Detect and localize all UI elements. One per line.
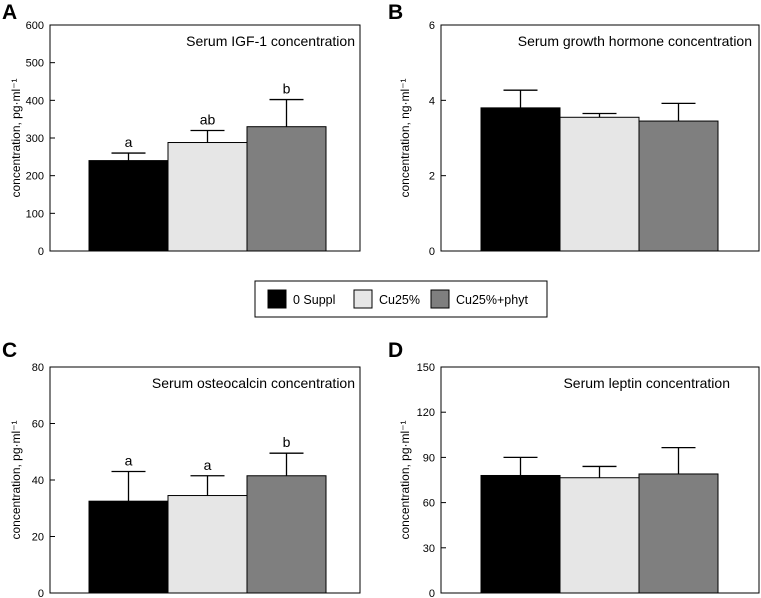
- y-tick-label: 40: [32, 475, 44, 487]
- legend-swatch-cu25: [353, 289, 373, 309]
- bar-0-suppl: [480, 474, 561, 594]
- panel-b-growth-hormone: B Serum growth hormone concentration con…: [388, 1, 760, 258]
- bar-0-suppl: [88, 500, 169, 594]
- y-tick-label: 2: [429, 171, 435, 183]
- plot-frame: [440, 366, 760, 594]
- bar-0-suppl: [480, 107, 561, 252]
- significance-label-0-suppl: a: [125, 453, 133, 469]
- panel-letter: C: [2, 339, 17, 362]
- plot-frame: [440, 24, 760, 252]
- y-tick-label: 60: [423, 498, 435, 510]
- bar-cu25-phyt: [246, 475, 327, 594]
- y-tick-label: 20: [32, 532, 44, 544]
- y-tick-label: 600: [26, 20, 44, 32]
- y-tick-label: 500: [26, 58, 44, 70]
- plot-frame: [49, 366, 361, 594]
- significance-label-cu25-phyt: b: [283, 81, 291, 97]
- y-tick-label: 120: [417, 407, 435, 419]
- significance-label-0-suppl: a: [125, 134, 133, 150]
- legend-label-cu25: Cu25%: [379, 293, 420, 307]
- y-tick-label: 4: [429, 95, 435, 107]
- y-tick-label: 0: [429, 246, 435, 258]
- significance-label-cu25: a: [204, 457, 212, 473]
- y-tick-label: 80: [32, 362, 44, 374]
- panel-letter: B: [388, 1, 403, 24]
- bar-cu25: [559, 116, 640, 252]
- y-tick-label: 0: [38, 246, 44, 258]
- y-tick-label: 60: [32, 419, 44, 431]
- bar-cu25: [167, 142, 248, 252]
- y-tick-label: 30: [423, 543, 435, 555]
- y-tick-label: 0: [429, 588, 435, 598]
- legend-label-0-suppl: 0 Suppl: [293, 293, 335, 307]
- legend: 0 Suppl Cu25% Cu25%+phyt: [254, 280, 548, 318]
- plot-frame: [49, 24, 361, 252]
- chart-title: Serum growth hormone concentration: [518, 33, 752, 49]
- bar-cu25-phyt: [638, 120, 719, 252]
- panel-letter: A: [2, 1, 17, 24]
- y-tick-label: 400: [26, 95, 44, 107]
- bar-cu25: [167, 495, 248, 594]
- y-axis-label: concentration, pg·ml⁻¹: [9, 420, 23, 539]
- bar-cu25-phyt: [246, 126, 327, 252]
- panel-a-igf1: A Serum IGF-1 concentration concentratio…: [2, 1, 361, 258]
- legend-swatch-cu25-phyt: [430, 289, 450, 309]
- chart-title: Serum leptin concentration: [563, 375, 730, 391]
- y-tick-label: 90: [423, 452, 435, 464]
- chart-title: Serum osteocalcin concentration: [152, 375, 355, 391]
- panel-d-leptin: D Serum leptin concentration concentrati…: [388, 339, 760, 598]
- significance-label-cu25: ab: [200, 111, 216, 127]
- y-axis-label: concentration, pg·ml⁻¹: [9, 78, 23, 197]
- y-axis-label: concentration, pg·ml⁻¹: [398, 420, 412, 539]
- bar-cu25: [559, 477, 640, 594]
- legend-label-cu25-phyt: Cu25%+phyt: [456, 293, 528, 307]
- y-tick-label: 300: [26, 133, 44, 145]
- legend-frame: [254, 280, 548, 318]
- panel-c-osteocalcin: C Serum osteocalcin concentration concen…: [2, 339, 361, 598]
- y-tick-label: 150: [417, 362, 435, 374]
- panel-letter: D: [388, 339, 403, 362]
- y-tick-label: 100: [26, 208, 44, 220]
- y-tick-label: 6: [429, 20, 435, 32]
- chart-title: Serum IGF-1 concentration: [186, 33, 355, 49]
- significance-label-cu25-phyt: b: [283, 434, 291, 450]
- bar-cu25-phyt: [638, 473, 719, 594]
- y-tick-label: 0: [38, 588, 44, 598]
- bar-0-suppl: [88, 160, 169, 252]
- legend-swatch-0-suppl: [267, 289, 287, 309]
- y-tick-label: 200: [26, 171, 44, 183]
- y-axis-label: concentration, ng·ml⁻¹: [398, 78, 412, 197]
